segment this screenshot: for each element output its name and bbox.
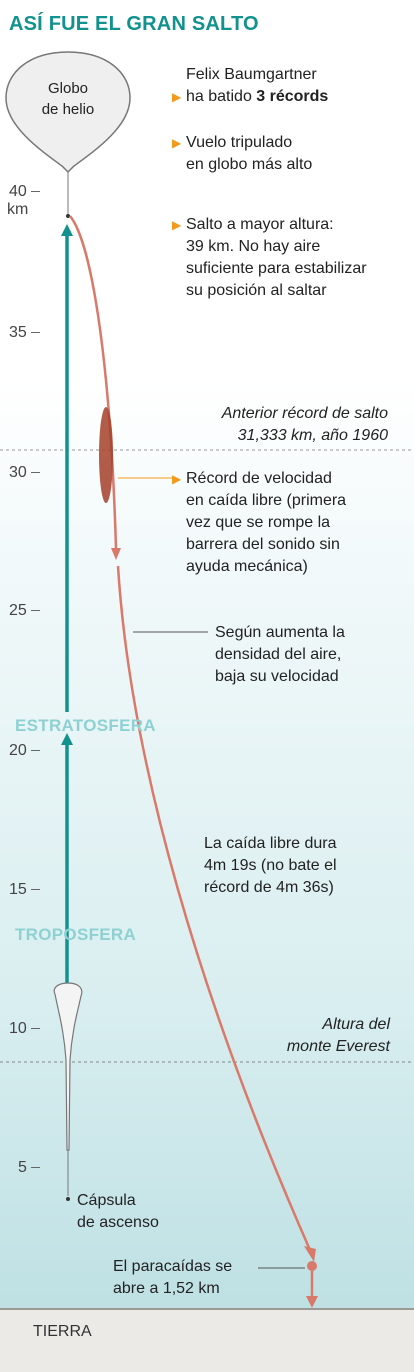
tick-25: 25 (0, 602, 40, 620)
record3-line1: Récord de velocidad (186, 470, 332, 487)
freefall-line1: La caída libre dura (204, 835, 337, 852)
record3-line5: ayuda mecánica) (186, 558, 308, 575)
tick-10-label: 10 (9, 1020, 27, 1037)
stratosphere-label: ESTRATOSFERA (15, 716, 156, 735)
ascent-arrow (61, 224, 73, 984)
sound-barrier-blur (99, 407, 113, 503)
infographic-title: ASÍ FUE EL GRAN SALTO (9, 13, 259, 35)
axis-unit: km (7, 201, 29, 218)
previous-record-note: Anterior récord de salto 31,333 km, año … (222, 403, 388, 447)
record2-line3: suficiente para estabilizar (186, 260, 367, 277)
tick-15: 15 (0, 881, 40, 899)
record3-line3: vez que se rompe la (186, 514, 331, 531)
record3-line2: en caída libre (primera (186, 492, 347, 509)
jump-point-dot (66, 214, 70, 218)
prev-line1: Anterior récord de salto (221, 405, 388, 422)
capsule-shape (53, 982, 83, 1151)
tick-35-label: 35 (9, 324, 27, 341)
record-balloon-note: ▶ Vuelo tripulado en globo más alto (172, 132, 312, 176)
parachute-dot (307, 1261, 317, 1271)
record-speed-note: ▶ Récord de velocidad en caída libre (pri… (172, 468, 346, 578)
tick-15-label: 15 (9, 881, 27, 898)
troposphere-label: TROPOSFERA (15, 925, 137, 944)
tick-20-label: 20 (9, 742, 27, 759)
balloon-label-line1: Globo (47, 80, 89, 97)
density-note: Según aumenta la densidad del aire, baja… (215, 622, 345, 688)
tick-30-label: 30 (9, 464, 27, 481)
everest-line1: Altura del (322, 1016, 390, 1033)
bullet-arrow-icon: ▶ (172, 472, 182, 486)
tick-40-label: 40 (9, 183, 27, 200)
bullet-arrow-icon: ▶ (172, 90, 182, 104)
prev-line2: 31,333 km, año 1960 (237, 427, 388, 444)
capsule-line2: de ascenso (77, 1214, 159, 1231)
tick-10: 10 (0, 1020, 40, 1038)
ground-label: TIERRA (33, 1323, 92, 1340)
bullet-arrow-icon: ▶ (172, 218, 182, 232)
bullet-arrow-icon: ▶ (172, 136, 182, 150)
freefall-line2: 4m 19s (no bate el (204, 857, 337, 874)
tick-30: 30 (0, 464, 40, 482)
everest-note: Altura del monte Everest (287, 1014, 390, 1058)
intro-line2b: 3 récords (256, 88, 329, 105)
tick-5-label: 5 (18, 1159, 27, 1176)
tick-35: 35 (0, 324, 40, 342)
density-line2: densidad del aire, (215, 646, 342, 663)
density-line1: Según aumenta la (215, 624, 345, 641)
chute-line1: El paracaídas se (113, 1258, 233, 1275)
fall-path (69, 215, 318, 1308)
ground-band (0, 1308, 414, 1372)
capsule-label: Cápsula de ascenso (77, 1190, 159, 1234)
freefall-line3: récord de 4m 36s) (204, 879, 334, 896)
capsule-dot (66, 1197, 70, 1201)
record3-line4: barrera del sonido sin (186, 536, 340, 553)
intro-note: Felix Baumgartner ▶ ha batido 3 récords (172, 64, 328, 108)
freefall-note: La caída libre dura 4m 19s (no bate el r… (204, 833, 337, 899)
capsule-line1: Cápsula (77, 1192, 136, 1209)
record-jump-note: ▶ Salto a mayor altura: 39 km. No hay air… (172, 214, 367, 302)
tick-40: 40 (0, 183, 40, 201)
intro-line1: Felix Baumgartner (186, 66, 317, 83)
record1-line2: en globo más alto (186, 156, 313, 173)
record2-line4: su posición al saltar (186, 282, 327, 299)
chute-line2: abre a 1,52 km (113, 1280, 220, 1297)
tick-5: 5 (0, 1159, 40, 1177)
balloon-label: Globo de helio (38, 78, 98, 120)
everest-line2: monte Everest (286, 1038, 390, 1055)
density-line3: baja su velocidad (215, 668, 339, 685)
tick-25-label: 25 (9, 602, 27, 619)
tick-20: 20 (0, 742, 40, 760)
parachute-label: El paracaídas se abre a 1,52 km (113, 1256, 232, 1300)
balloon-label-line2: de helio (41, 101, 95, 118)
record1-line1: Vuelo tripulado (186, 134, 293, 151)
record2-line1: Salto a mayor altura: (186, 216, 334, 233)
intro-line2a: ha batido (186, 88, 257, 105)
record2-line2: 39 km. No hay aire (186, 238, 321, 255)
